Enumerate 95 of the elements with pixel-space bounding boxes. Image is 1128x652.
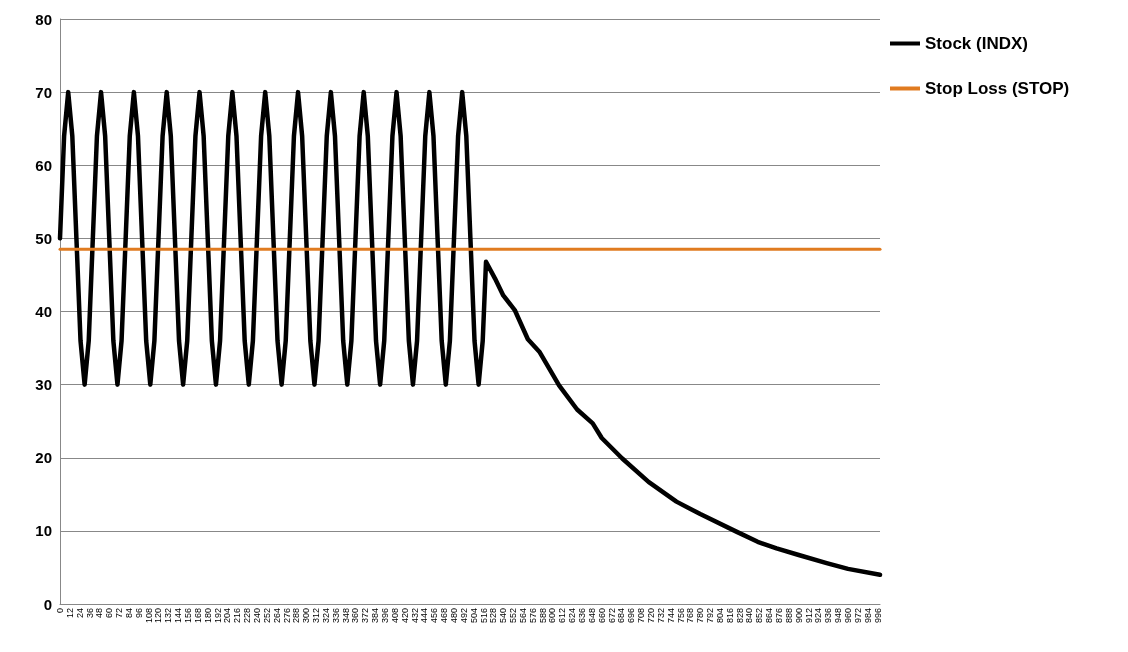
legend-label: Stock (INDX): [925, 34, 1028, 53]
x-tick-label: 432: [409, 608, 420, 624]
y-tick-label: 30: [35, 376, 52, 394]
x-tick-label: 156: [183, 608, 194, 624]
x-tick-label: 828: [734, 608, 745, 624]
x-tick-label: 372: [360, 608, 371, 624]
x-tick-label: 132: [163, 608, 174, 624]
x-tick-label: 120: [153, 608, 164, 624]
x-tick-label: 276: [281, 608, 292, 624]
x-tick-label: 816: [724, 608, 735, 624]
x-tick-label: 852: [754, 608, 765, 624]
x-tick-label: 996: [872, 608, 883, 624]
x-tick-label: 684: [616, 608, 627, 624]
x-tick-label: 876: [774, 608, 785, 624]
line-series: [57, 89, 883, 577]
x-tick-label: 504: [468, 608, 479, 624]
x-tick-label: 972: [852, 608, 863, 624]
x-tick-label: 408: [389, 608, 400, 624]
x-tick-label: 600: [547, 608, 558, 624]
x-tick-label: 792: [705, 608, 716, 624]
x-tick-label: 552: [508, 608, 519, 624]
x-tick-label: 360: [350, 608, 361, 624]
x-tick-label: 456: [429, 608, 440, 624]
x-tick-label: 576: [527, 608, 538, 624]
x-tick-label: 864: [764, 608, 775, 624]
x-tick-label: 612: [557, 608, 568, 624]
x-tick-label: 624: [567, 608, 578, 624]
x-tick-label: 84: [123, 608, 134, 619]
x-tick-label: 216: [232, 608, 243, 624]
x-tick-label: 468: [439, 608, 450, 624]
x-tick-label: 492: [458, 608, 469, 624]
x-tick-label: 696: [626, 608, 637, 624]
x-tick-label: 12: [64, 608, 75, 619]
x-tick-label: 264: [271, 608, 282, 624]
y-tick-label: 10: [35, 522, 52, 540]
y-tick-label: 70: [35, 83, 52, 101]
x-tick-label: 516: [478, 608, 489, 624]
x-tick-label: 396: [380, 608, 391, 624]
x-tick-label: 24: [74, 608, 85, 619]
x-tick-label: 636: [577, 608, 588, 624]
x-tick-label: 48: [94, 608, 105, 619]
x-tick-label: 756: [675, 608, 686, 624]
x-tick-label: 384: [370, 608, 381, 624]
x-tick-label: 588: [537, 608, 548, 624]
x-tick-label: 252: [261, 608, 272, 624]
x-tick-label: 300: [301, 608, 312, 624]
x-tick-label: 288: [291, 608, 302, 624]
x-tick-label: 840: [744, 608, 755, 624]
x-tick-label: 0: [55, 608, 65, 614]
x-tick-label: 936: [823, 608, 834, 624]
x-tick-label: 168: [192, 608, 203, 624]
x-tick-label: 204: [222, 608, 233, 624]
x-tick-label: 924: [813, 608, 824, 624]
legend-label: Stop Loss (STOP): [925, 79, 1070, 98]
x-tick-label: 96: [133, 608, 144, 619]
x-tick-label: 660: [596, 608, 607, 624]
x-tick-label: 648: [586, 608, 597, 624]
x-tick-label: 420: [399, 608, 410, 624]
x-tick-label: 804: [714, 608, 725, 624]
y-tick-label: 50: [35, 229, 52, 247]
x-tick-label: 564: [517, 608, 528, 624]
x-tick-label: 240: [252, 608, 262, 624]
x-tick-label: 888: [783, 608, 794, 624]
x-tick-label: 960: [842, 608, 853, 624]
x-tick-label: 36: [84, 608, 95, 619]
y-tick-label: 20: [35, 449, 52, 467]
y-tick-label: 80: [35, 10, 52, 28]
x-tick-label: 144: [173, 608, 184, 624]
x-tick-label: 312: [311, 608, 322, 624]
x-tick-label: 672: [606, 608, 617, 624]
x-tick-label: 444: [419, 608, 430, 624]
x-tick-label: 228: [242, 608, 253, 624]
x-tick-label: 540: [498, 608, 509, 624]
x-tick-label: 480: [448, 608, 459, 624]
x-tick-label: 720: [645, 608, 656, 624]
x-tick-label: 336: [330, 608, 341, 624]
x-tick-label: 984: [862, 608, 873, 624]
y-tick-label: 40: [35, 303, 52, 320]
x-tick-label: 192: [212, 608, 223, 624]
x-tick-label: 108: [143, 608, 154, 624]
x-tick-label: 732: [655, 608, 666, 624]
x-tick-label: 72: [114, 608, 125, 619]
x-tick-label: 900: [793, 608, 804, 624]
x-tick-label: 348: [340, 608, 351, 624]
x-tick-label: 912: [803, 608, 814, 624]
x-tick-label: 948: [833, 608, 844, 624]
x-tick-label: 60: [104, 608, 115, 619]
x-tick-label: 180: [202, 608, 213, 624]
x-tick-label: 528: [488, 608, 499, 624]
y-tick-label: 60: [35, 156, 52, 174]
x-tick-label: 744: [665, 608, 676, 624]
x-tick-label: 780: [695, 608, 706, 624]
x-tick-label: 768: [685, 608, 696, 624]
x-tick-label: 708: [636, 608, 647, 624]
x-tick-label: 324: [320, 608, 331, 624]
